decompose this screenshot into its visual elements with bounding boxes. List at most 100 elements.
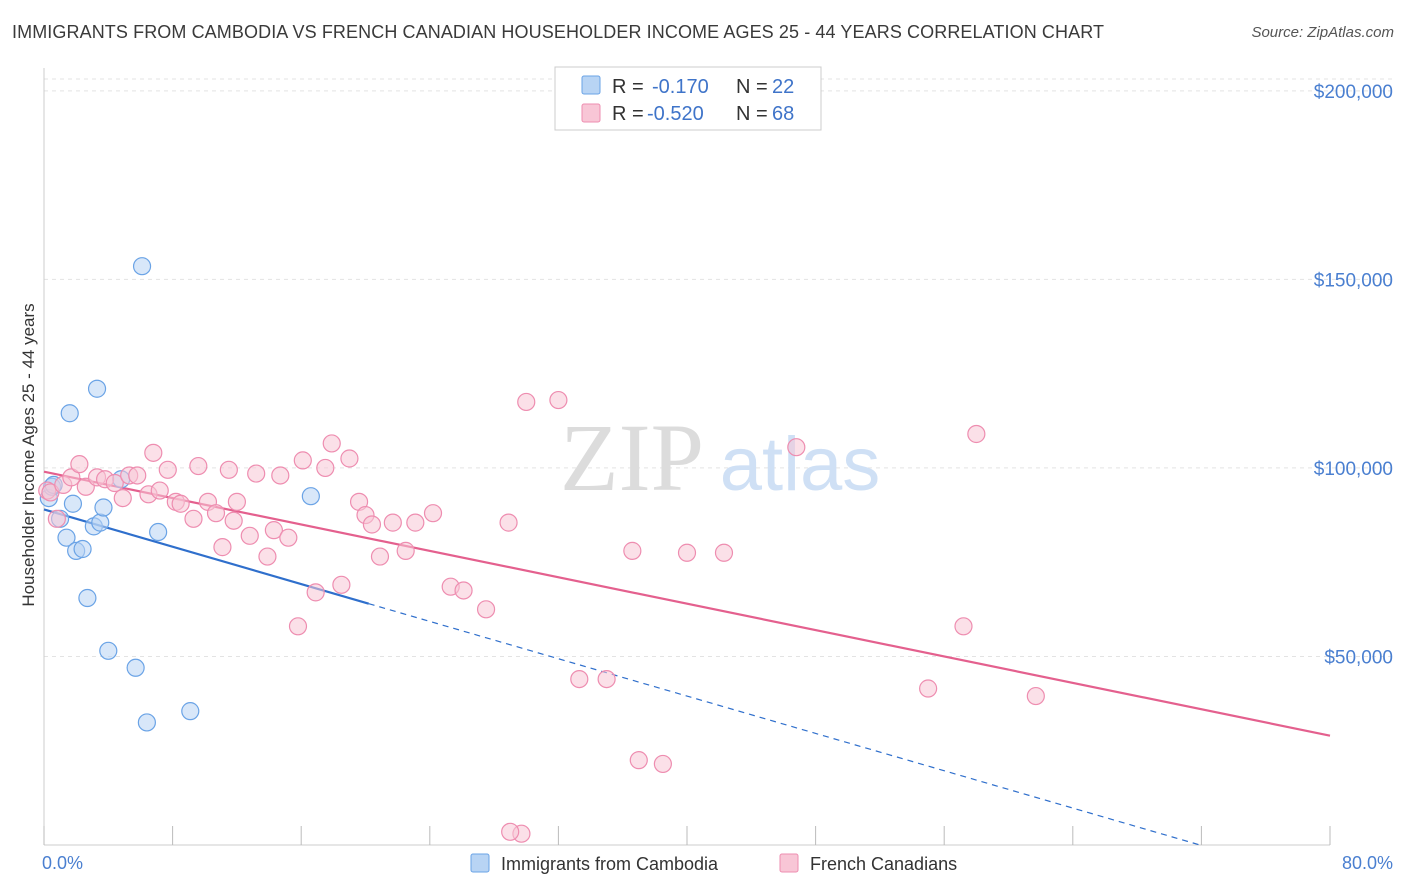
data-point [301,487,320,506]
data-point [57,528,76,547]
data-point [501,822,520,841]
series-legend: Immigrants from Cambodia French Canadian… [470,853,957,874]
data-point [78,588,97,608]
legend-swatch-cambodia [581,75,601,95]
data-point [476,600,496,619]
y-tick-label: $100,000 [1314,459,1393,480]
data-point [570,669,589,689]
y-tick-label: $200,000 [1314,82,1393,103]
data-point [158,460,177,479]
data-point [279,528,298,547]
data-point [597,669,616,689]
legend-swatch-french [581,103,601,123]
legend-r-value: -0.170 [652,76,709,98]
data-point [362,515,382,534]
bottom-legend-swatch-french [779,853,799,873]
data-point [370,547,390,566]
data-point [227,492,246,511]
data-point [105,473,124,493]
data-point [306,583,325,602]
data-point [240,526,259,545]
data-point [714,543,734,562]
data-point [94,498,113,517]
data-point [1026,686,1045,706]
data-point [629,751,648,770]
chart-title: IMMIGRANTS FROM CAMBODIA VS FRENCH CANAD… [12,22,1105,42]
legend-n-label: N = [736,76,768,98]
bottom-legend-swatch-cambodia [470,853,490,873]
data-point [517,392,536,412]
legend-r-label: R = [612,76,644,98]
data-point [132,257,152,276]
data-points [38,257,1045,843]
watermark-atlas: atlas [720,422,881,507]
data-point [787,438,806,457]
bottom-legend-label-french: French Canadians [810,854,957,874]
data-point [189,456,208,476]
data-point [184,509,203,528]
y-tick-label: $50,000 [1324,647,1393,668]
data-point [181,702,200,721]
data-point [70,455,89,474]
data-point [224,511,243,530]
data-point [258,547,277,566]
data-point [126,658,145,677]
data-point [264,521,283,540]
data-point [406,513,425,532]
trend-line-extension [368,603,1201,846]
data-point [499,513,518,532]
data-point [63,494,83,513]
grid-lines [44,78,1395,657]
data-point [219,460,238,479]
data-point [623,541,642,560]
legend-r-label: R = [612,103,644,125]
data-point [128,466,147,485]
data-point [91,513,110,532]
data-point [340,449,359,468]
data-point [322,434,341,453]
data-point [396,541,415,560]
watermark-zip: ZIP [560,404,704,511]
data-point [206,504,226,523]
data-point [60,404,79,423]
data-point [73,539,92,559]
data-point [144,443,163,462]
data-point [383,513,402,532]
y-tick-labels: $50,000 $100,000 $150,000 $200,000 [1314,82,1393,669]
data-point [137,713,156,732]
data-point [549,390,568,410]
data-point [316,458,335,478]
legend-n-label: N = [736,103,768,125]
data-point [247,464,266,483]
y-axis-label: Householder Income Ages 25 - 44 years [19,303,38,606]
data-point [271,466,290,485]
data-point [150,481,169,500]
source-label: Source: ZipAtlas.com [1251,24,1394,41]
trend-line [43,470,1331,737]
data-point [149,522,168,542]
data-point [454,581,473,600]
data-point [423,504,443,523]
legend-r-value: -0.520 [647,103,704,125]
bottom-legend-label-cambodia: Immigrants from Cambodia [501,854,719,874]
legend-n-value: 22 [772,76,794,98]
data-point [62,468,81,487]
data-point [919,679,938,698]
x-tick-label-right: 80.0% [1342,853,1393,873]
x-tick-label-left: 0.0% [42,853,83,873]
axes [43,68,1331,846]
y-tick-label: $150,000 [1314,270,1393,291]
data-point [332,575,351,594]
data-point [653,754,672,774]
data-point [967,424,986,444]
data-point [293,451,312,470]
data-point [288,617,308,636]
data-point [87,379,107,398]
correlation-legend: R = -0.170 N = 22 R = -0.520 N = 68 [554,66,822,131]
data-point [954,617,973,636]
data-point [113,488,132,508]
data-point [677,543,697,562]
data-point [47,509,66,528]
data-point [99,641,118,660]
